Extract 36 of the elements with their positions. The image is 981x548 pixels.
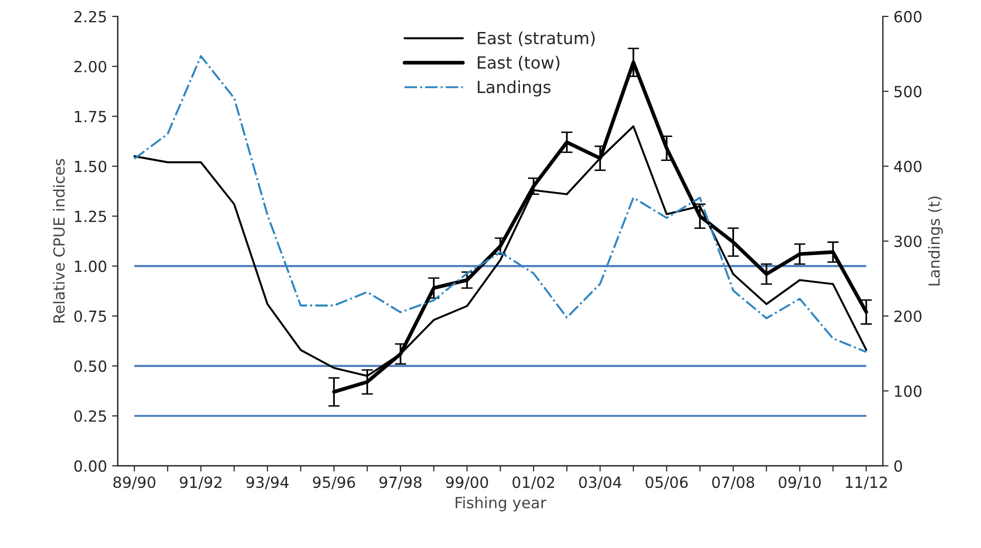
y-tick-label: 1.25	[74, 210, 106, 222]
y2-axis-title: Landings (t)	[928, 196, 943, 286]
x-tick-label: 07/08	[712, 476, 754, 490]
y2-tick-label: 200	[894, 310, 922, 322]
x-tick-label: 97/98	[379, 476, 422, 490]
y-tick-label: 1.75	[74, 110, 106, 122]
legend-label: Landings	[478, 80, 550, 96]
y-tick-label: 0.75	[74, 310, 106, 322]
y2-tick-label: 0	[894, 460, 902, 472]
y2-tick-label: 500	[894, 86, 922, 98]
x-axis-title: Fishing year	[456, 496, 546, 512]
y2-tick-label: 600	[894, 10, 922, 22]
x-tick-label: 05/06	[646, 476, 688, 490]
y2-tick-label: 400	[894, 160, 922, 172]
y-tick-label: 1.50	[74, 160, 106, 172]
x-tick-label: 93/94	[246, 476, 289, 490]
legend-label: East (stratum)	[478, 31, 595, 46]
y2-tick-label: 300	[894, 236, 922, 248]
x-tick-label: 09/10	[778, 476, 821, 490]
y-tick-label: 2.00	[74, 60, 106, 72]
legend-label: East (tow)	[478, 56, 560, 71]
y2-tick-label: 100	[894, 385, 922, 397]
y-tick-label: 0.25	[74, 410, 106, 422]
x-tick-label: 99/00	[446, 476, 488, 490]
x-tick-label: 01/02	[512, 476, 554, 490]
y-tick-label: 1.00	[74, 260, 106, 272]
x-tick-label: 91/92	[180, 476, 222, 490]
y-axis-title: Relative CPUE indices	[52, 159, 65, 322]
y-tick-label: 0.50	[74, 360, 106, 372]
x-tick-label: 95/96	[312, 476, 356, 490]
line-series	[133, 55, 868, 353]
x-tick-label: 03/04	[579, 476, 622, 490]
x-tick-label: 11/12	[846, 476, 887, 490]
y-tick-label: 0.00	[74, 460, 106, 472]
y-tick-label: 2.25	[74, 10, 106, 22]
x-tick-label: 89/90	[113, 476, 156, 490]
